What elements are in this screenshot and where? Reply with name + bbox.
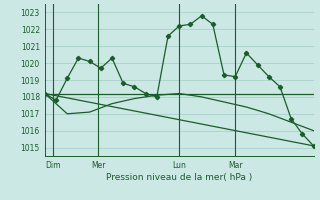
X-axis label: Pression niveau de la mer( hPa ): Pression niveau de la mer( hPa ) — [106, 173, 252, 182]
